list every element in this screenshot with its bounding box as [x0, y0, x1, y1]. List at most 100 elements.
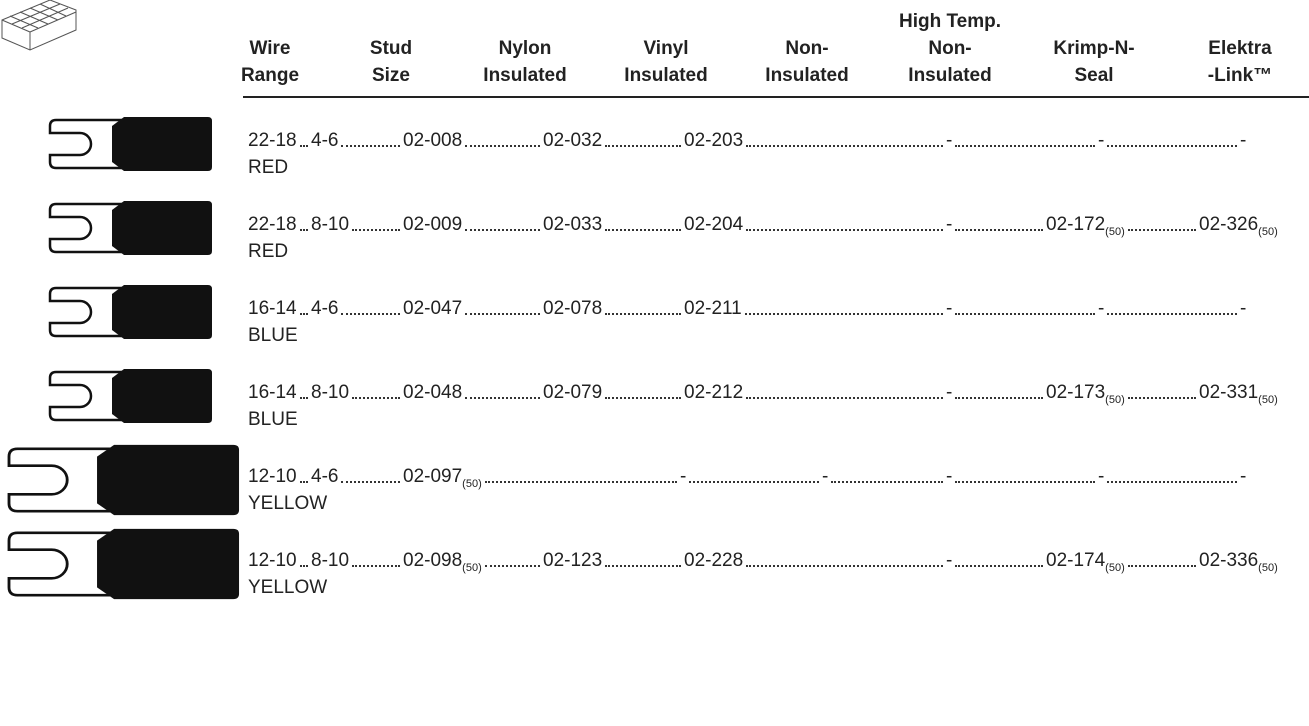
cell: -	[946, 382, 953, 403]
cell-sub: (50)	[1105, 394, 1125, 406]
cell: 02-048	[403, 382, 463, 403]
dot-leader	[465, 397, 540, 399]
header-line: High Temp.	[898, 11, 1002, 32]
column-header: High Temp. Non- Insulated	[899, 8, 1001, 89]
wire-color: BLUE	[248, 409, 298, 430]
dot-leader	[1127, 229, 1196, 231]
wire-color: BLUE	[248, 325, 298, 346]
column-header: Wire Range	[241, 35, 299, 89]
cell: 16-14	[248, 298, 297, 319]
cell: 02-204	[684, 214, 744, 235]
header-line: Range	[240, 65, 300, 86]
spade-terminal	[7, 444, 240, 516]
column-header: Stud Size	[370, 35, 412, 89]
header-rule	[243, 96, 1309, 98]
cell-text: 02-174	[1046, 550, 1106, 571]
header-line: Insulated	[765, 65, 849, 86]
dot-leader	[1127, 397, 1196, 399]
cell: 02-098(50)	[403, 550, 482, 574]
cell: 02-078	[543, 298, 603, 319]
cell: -	[946, 130, 953, 151]
header-line: Insulated	[624, 65, 708, 86]
header-line: Seal	[1074, 65, 1114, 86]
dot-leader	[746, 397, 943, 399]
cell: 12-10	[248, 550, 297, 571]
cell-sub: (50)	[1105, 562, 1125, 574]
header-line: Krimp-N-	[1053, 38, 1135, 59]
cell-text: 02-097	[403, 466, 463, 487]
cell: 4-6	[311, 298, 339, 319]
spade-terminal	[48, 117, 212, 171]
cell-sub: (50)	[1258, 562, 1278, 574]
column-header: Non- Insulated	[765, 35, 848, 89]
header-line: Non-	[928, 38, 972, 59]
column-header: Elektra -Link™	[1208, 35, 1272, 89]
cell: 8-10	[311, 382, 350, 403]
dot-leader	[955, 397, 1043, 399]
tray-sketch	[1, 0, 77, 51]
cell: -	[946, 298, 953, 319]
dot-leader	[341, 313, 400, 315]
dot-leader	[1107, 481, 1237, 483]
wire-color: RED	[248, 241, 289, 262]
cell: 8-10	[311, 214, 350, 235]
wire-color: YELLOW	[248, 493, 328, 514]
cell-text: 02-098	[403, 550, 463, 571]
dot-leader	[689, 481, 819, 483]
header-line: Size	[371, 65, 411, 86]
terminal-illustrations	[1, 0, 240, 600]
cell-sub: (50)	[1258, 394, 1278, 406]
cell: -	[822, 466, 829, 487]
dot-leader	[955, 313, 1095, 315]
dot-leader	[484, 481, 677, 483]
dot-leader	[955, 145, 1095, 147]
cell: 16-14	[248, 382, 297, 403]
cell-sub: (50)	[1105, 226, 1125, 238]
dot-leader	[605, 397, 681, 399]
column-header: Nylon Insulated	[483, 35, 566, 89]
cell: 02-211	[684, 298, 742, 319]
cell-text: 02-326	[1199, 214, 1259, 235]
cell: 02-172(50)	[1046, 214, 1125, 238]
cell: 12-10	[248, 466, 297, 487]
cell: 02-033	[543, 214, 603, 235]
dot-leader	[299, 481, 308, 483]
cell: -	[1240, 130, 1247, 151]
cell: 02-032	[543, 130, 603, 151]
cell: 02-212	[684, 382, 744, 403]
cell: -	[1240, 298, 1247, 319]
dot-leader	[341, 481, 400, 483]
cell: 02-336(50)	[1199, 550, 1278, 574]
header-line: Insulated	[908, 65, 992, 86]
dot-leader	[465, 145, 540, 147]
spade-terminal	[48, 369, 212, 423]
cell: 02-203	[684, 130, 744, 151]
dot-leader	[955, 481, 1095, 483]
column-header: Vinyl Insulated	[624, 35, 707, 89]
header-line: Nylon	[498, 38, 552, 59]
dot-leader	[746, 145, 943, 147]
header-line: Wire	[249, 38, 291, 59]
cell-sub: (50)	[462, 478, 482, 490]
cell-sub: (50)	[1258, 226, 1278, 238]
cell: -	[946, 550, 953, 571]
dot-leader	[465, 313, 540, 315]
dot-leader	[744, 313, 943, 315]
dot-leader	[1127, 565, 1196, 567]
cell: -	[1098, 466, 1105, 487]
dot-leader	[1107, 313, 1237, 315]
dot-leader	[955, 229, 1043, 231]
cell: -	[1098, 298, 1105, 319]
cell: 22-18	[248, 214, 297, 235]
cell: 02-047	[403, 298, 463, 319]
header-line: Non-	[785, 38, 829, 59]
cell-text: 02-331	[1199, 382, 1259, 403]
cell: 02-009	[403, 214, 463, 235]
dot-leader	[746, 229, 943, 231]
header-line: Insulated	[483, 65, 567, 86]
cell: -	[680, 466, 687, 487]
dot-leader	[299, 229, 308, 231]
cell: 02-173(50)	[1046, 382, 1125, 406]
cell: -	[946, 214, 953, 235]
